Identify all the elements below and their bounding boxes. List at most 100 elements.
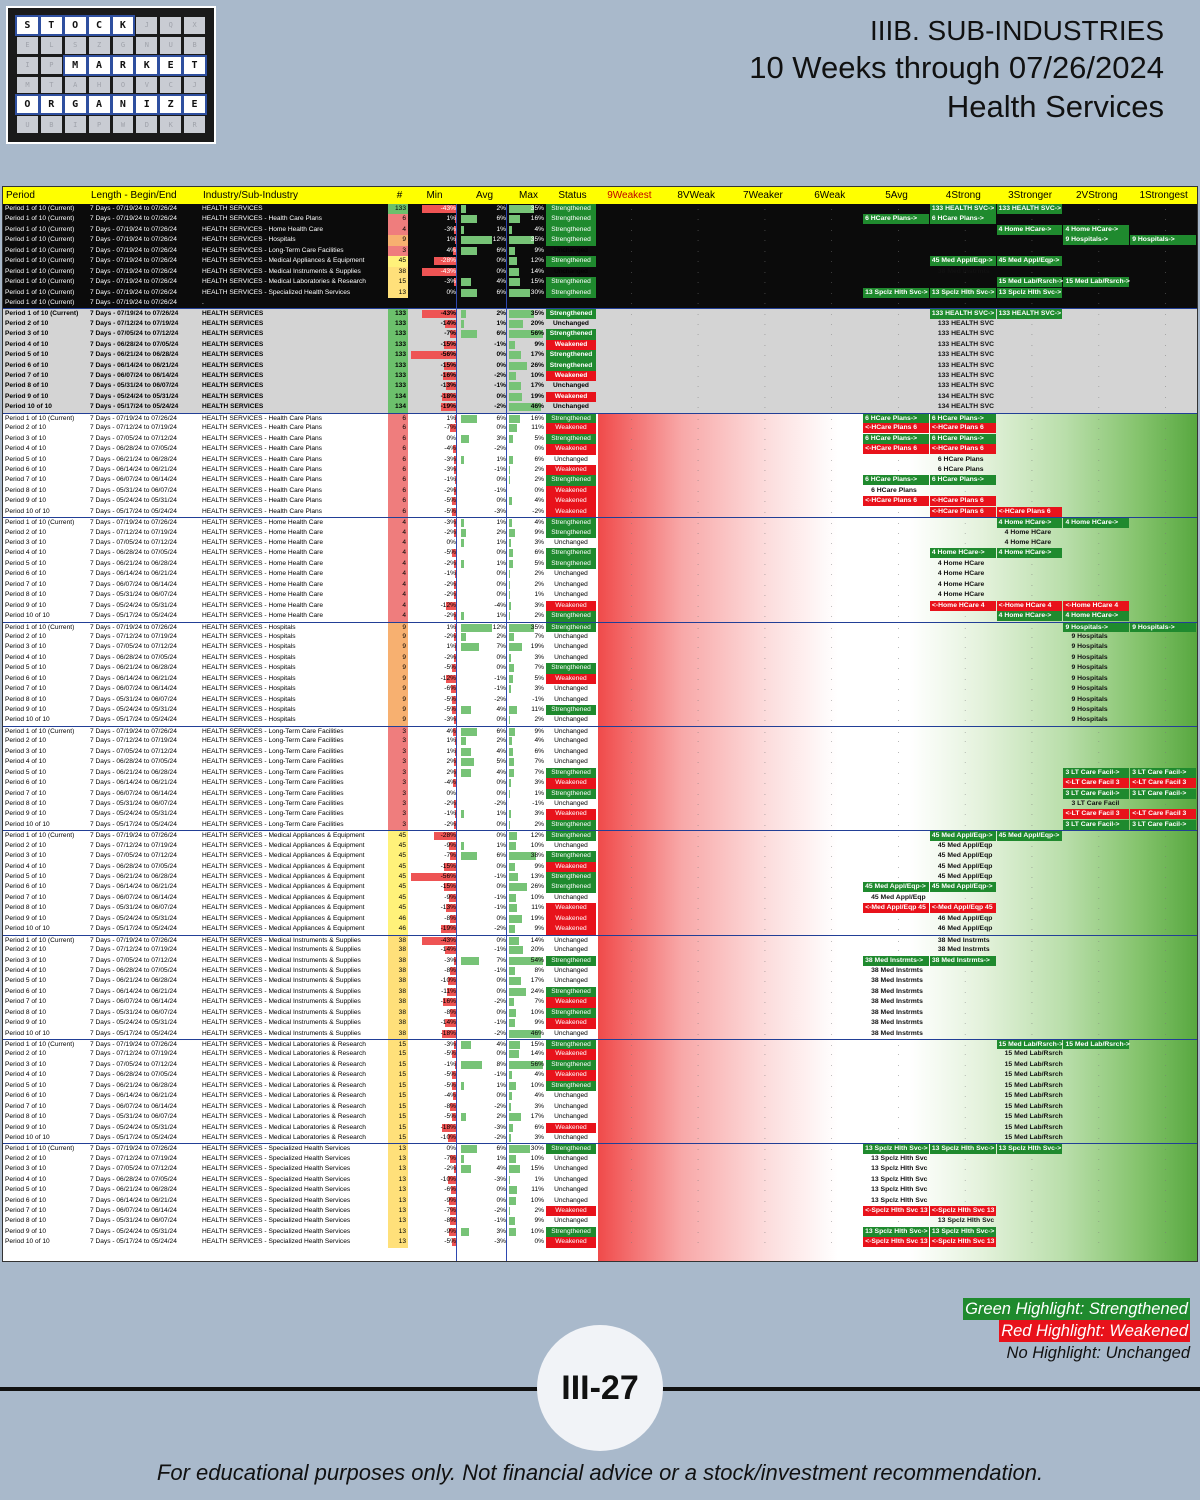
min-bar bbox=[455, 1060, 456, 1069]
status-cell: Strengthened bbox=[546, 433, 596, 445]
avg-cell: 0% bbox=[458, 914, 508, 924]
zone-dot: . bbox=[964, 278, 967, 286]
max-cell: 30% bbox=[508, 1144, 546, 1154]
min-cell: -1% bbox=[408, 1060, 458, 1070]
cell-text: Period 1 of 10 (Current) bbox=[5, 832, 75, 840]
zone-dot: . bbox=[1031, 215, 1033, 223]
cell-text: Strengthened bbox=[551, 1060, 591, 1068]
zone-dot: . bbox=[697, 1123, 700, 1131]
zone-dot: . bbox=[630, 643, 633, 651]
avg-cell: 0% bbox=[458, 882, 508, 892]
status-cell: Weakened bbox=[546, 339, 596, 351]
industry-cell: HEALTH SERVICES - Medical Laboratories &… bbox=[200, 1112, 388, 1122]
cell-text: HEALTH SERVICES - Specialized Health Ser… bbox=[202, 1196, 351, 1204]
period-cell: Period 1 of 10 (Current) bbox=[3, 246, 88, 256]
logo-tile: G bbox=[112, 36, 134, 54]
industry-cell: HEALTH SERVICES bbox=[200, 392, 388, 402]
zone-dot: . bbox=[1164, 486, 1167, 494]
period-cell: Period 4 of 10 bbox=[3, 340, 88, 350]
cell-text: 1% bbox=[496, 539, 506, 546]
max-bar bbox=[509, 946, 523, 955]
min-cell: -7% bbox=[408, 423, 458, 433]
industry-cell: HEALTH SERVICES - Specialized Health Ser… bbox=[200, 1206, 388, 1216]
strength-zone: .........9 Hospitals bbox=[596, 695, 1197, 705]
max-cell: 5% bbox=[508, 674, 546, 684]
zone-dot: . bbox=[897, 570, 900, 578]
avg-cell: -4% bbox=[458, 601, 508, 611]
industry-cell: HEALTH SERVICES - Home Health Care bbox=[200, 601, 388, 611]
cell-text: Weakened bbox=[554, 392, 588, 400]
status-cell: Unchanged bbox=[546, 402, 596, 412]
length-cell: 7 Days - 06/14/24 to 06/21/24 bbox=[88, 465, 200, 475]
min-cell: -15% bbox=[408, 361, 458, 371]
zone-dot: . bbox=[763, 1041, 766, 1048]
zone-dot: . bbox=[630, 570, 633, 578]
cell-text: 0% bbox=[446, 1145, 456, 1153]
cell-text: 7 Days - 05/31/24 to 06/07/24 bbox=[90, 591, 177, 599]
zone-dot: . bbox=[1164, 706, 1167, 713]
cell-text: 11% bbox=[531, 904, 544, 912]
cell-text: Weakened bbox=[555, 445, 587, 453]
avg-cell: -2% bbox=[458, 799, 508, 809]
period-cell: Period 10 of 10 bbox=[3, 1133, 88, 1143]
cell-text: Strengthened bbox=[551, 225, 591, 233]
zone-dot: . bbox=[830, 298, 833, 306]
period-cell: Period 1 of 10 (Current) bbox=[3, 214, 88, 224]
min-cell: -5% bbox=[408, 1049, 458, 1059]
avg-cell: 2% bbox=[458, 1112, 508, 1122]
min-bar bbox=[421, 936, 456, 945]
cell-text: 35% bbox=[530, 236, 544, 244]
cell-text: Period 10 of 10 bbox=[5, 1029, 50, 1037]
min-bar bbox=[453, 225, 456, 234]
zone-dot: . bbox=[697, 1008, 700, 1016]
zone-dot: . bbox=[830, 852, 833, 860]
zone-dot: . bbox=[830, 205, 833, 212]
cell-text: 7 Days - 06/07/24 to 06/14/24 bbox=[90, 372, 179, 379]
zone-dot: . bbox=[1031, 632, 1033, 640]
zone-dot: . bbox=[697, 1217, 700, 1225]
avg-cell: 1% bbox=[458, 1154, 508, 1164]
min-cell: -1% bbox=[408, 475, 458, 485]
zone-dot: . bbox=[763, 737, 766, 745]
zone-dot: . bbox=[697, 319, 700, 327]
cell-text: Strengthened bbox=[551, 476, 591, 484]
strength-zone: .........<-HCare Plans 6<-HCare Plans 6 bbox=[596, 444, 1197, 455]
strength-zone: .........3 LT Care Facil->3 LT Care Faci… bbox=[596, 819, 1197, 830]
cell-text: Period 3 of 10 bbox=[5, 956, 47, 964]
zone-dot: . bbox=[697, 966, 700, 974]
min-cell: -12% bbox=[408, 601, 458, 611]
zone-dot: . bbox=[830, 455, 833, 463]
zone-dot: . bbox=[830, 623, 833, 631]
status-cell: Unchanged bbox=[546, 1185, 596, 1195]
zone-dot: . bbox=[830, 1145, 833, 1153]
length-cell: 7 Days - 07/19/24 to 07/26/24 bbox=[88, 1040, 200, 1049]
zone-tag: 6 HCare Plans-> bbox=[863, 475, 929, 486]
period-cell: Period 2 of 10 bbox=[3, 528, 88, 538]
zone-dot: . bbox=[897, 936, 900, 944]
zone-dot: . bbox=[697, 257, 700, 265]
avg-cell: 0% bbox=[458, 548, 508, 558]
strength-zone: .........3 LT Care Facil->3 LT Care Faci… bbox=[596, 767, 1197, 778]
zone-dot: . bbox=[830, 685, 833, 693]
zone-dot: . bbox=[1097, 392, 1100, 400]
period-cell: Period 5 of 10 bbox=[3, 663, 88, 673]
zone-dot: . bbox=[1097, 205, 1100, 212]
zone-dot: . bbox=[630, 310, 633, 318]
strength-zone: .........6 HCare Plans bbox=[596, 486, 1197, 496]
status-cell: Strengthened bbox=[546, 986, 596, 998]
avg-cell: 6% bbox=[458, 414, 508, 423]
cell-text: 7 Days - 05/31/24 to 06/07/24 bbox=[90, 486, 177, 494]
zone-dot: . bbox=[1097, 832, 1100, 840]
count-cell: 6 bbox=[388, 454, 408, 465]
zone-dot: . bbox=[1031, 319, 1033, 327]
period-cell: Period 6 of 10 bbox=[3, 361, 88, 371]
min-bar bbox=[453, 278, 456, 287]
zone-dot: . bbox=[1031, 580, 1033, 588]
cell-text: 0% bbox=[496, 820, 506, 828]
min-cell: -5% bbox=[408, 496, 458, 506]
logo-letter: M bbox=[62, 54, 88, 76]
cell-text: 30% bbox=[530, 1145, 544, 1153]
period-cell: Period 1 of 10 (Current) bbox=[3, 267, 88, 277]
zone-dot: . bbox=[630, 351, 633, 359]
cell-text: 13 bbox=[398, 1217, 406, 1225]
